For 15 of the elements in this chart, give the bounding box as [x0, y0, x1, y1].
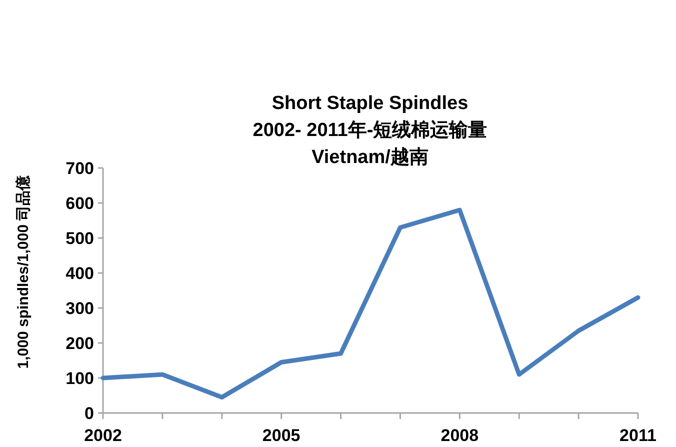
y-tick-label: 100 — [66, 369, 94, 388]
y-tick-label: 400 — [66, 264, 94, 283]
y-tick-label: 700 — [66, 159, 94, 178]
y-axis-title: 1,000 spindles/1,000 司品億 — [15, 174, 32, 369]
y-tick-label: 600 — [66, 194, 94, 213]
y-tick-label: 300 — [66, 299, 94, 318]
x-tick-label: 2011 — [620, 426, 656, 445]
y-tick-label: 200 — [66, 334, 94, 353]
x-tick-label: 2008 — [440, 426, 479, 445]
x-tick-label: 2002 — [84, 426, 122, 445]
y-tick-label: 500 — [66, 229, 94, 248]
x-tick-label: 2005 — [262, 426, 300, 445]
chart-title: Short Staple Spindles 2002- 2011年-短绒棉运输量 Vietnam/越南 — [252, 93, 488, 168]
y-tick-label: 0 — [84, 404, 94, 423]
line-series — [100, 208, 640, 400]
